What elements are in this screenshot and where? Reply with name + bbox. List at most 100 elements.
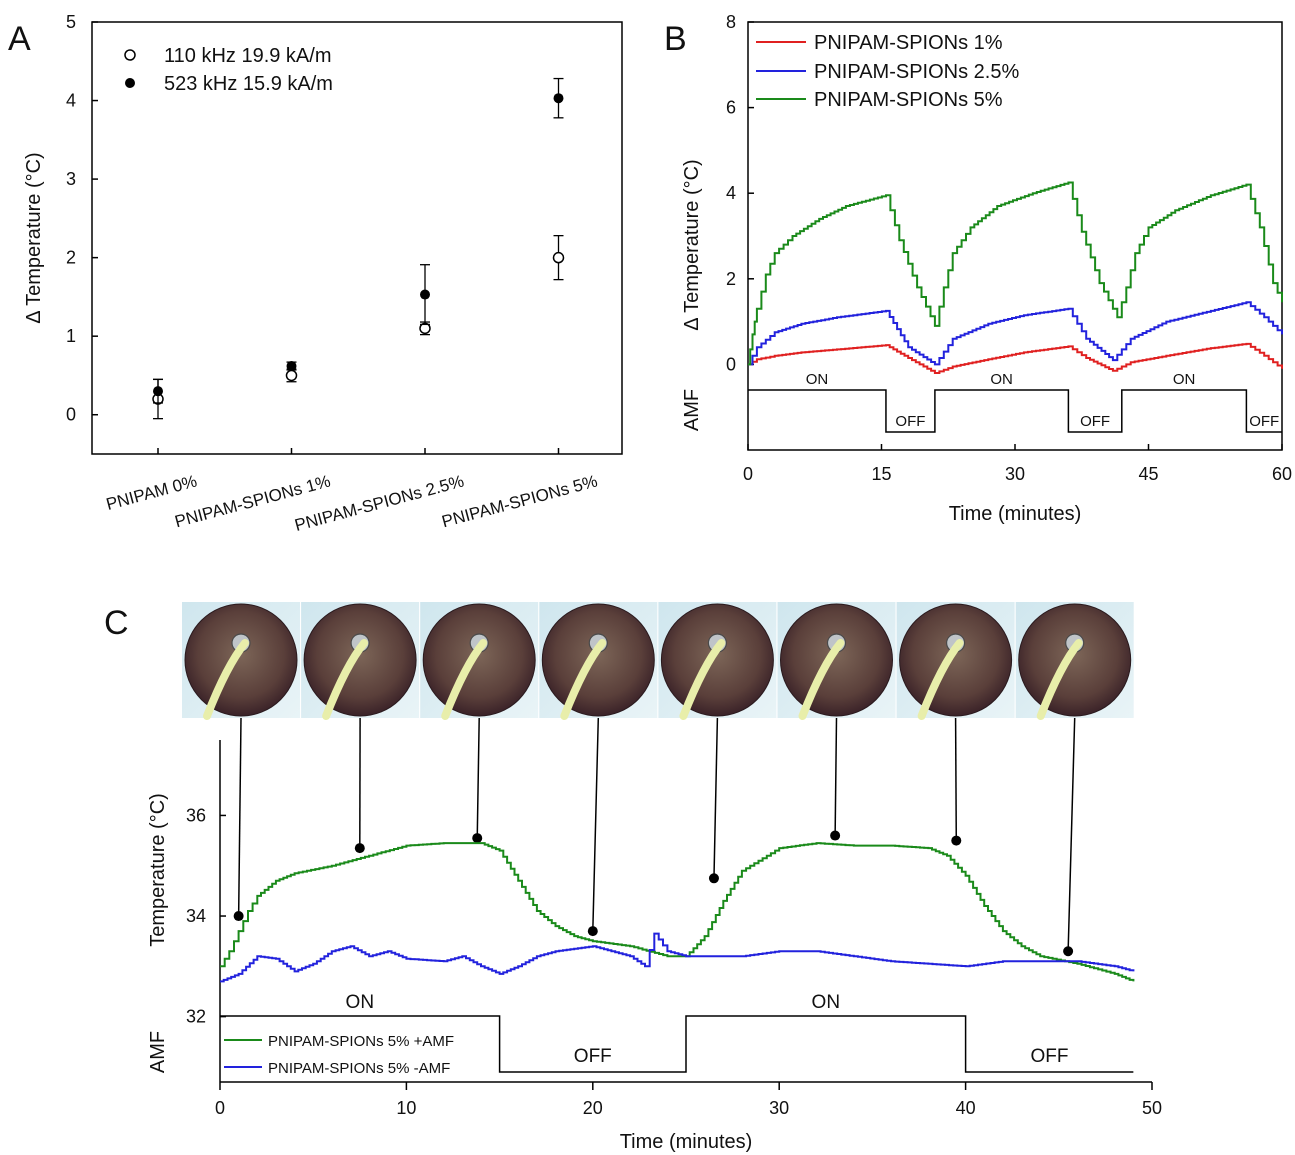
legend-label-minus-amf: PNIPAM-SPIONs 5% -AMF [268, 1060, 450, 1077]
legend-c: PNIPAM-SPIONs 5% +AMF PNIPAM-SPIONs 5% -… [224, 1033, 454, 1077]
x-tick-label-b: 15 [871, 464, 891, 484]
photo-dish [420, 602, 539, 720]
panel-a: 0 1 2 3 4 5 PNIPAM 0%PNIPAM-SPIONs 1%PNIPAM-S… [23, 12, 623, 535]
amf-trace-c: ON OFF ON OFF [220, 992, 1134, 1073]
y-axis-b: 0 2 4 6 8 [726, 12, 754, 374]
data-point-open [552, 251, 565, 264]
x-tick-label-b: 30 [1005, 464, 1025, 484]
x-tick-label-c: 50 [1142, 1098, 1162, 1118]
data-point-filled [153, 386, 163, 397]
series-line-b [748, 301, 1283, 366]
data-point-filled [420, 289, 430, 300]
amf-state-label-c: OFF [1030, 1046, 1068, 1067]
amf-state-label-b: OFF [1080, 413, 1110, 430]
panel-b: 0 2 4 6 8 0 15 30 45 60 ON OFF ON OFF ON OFF Δ Temper… [681, 12, 1292, 525]
photo-dish [301, 602, 420, 720]
photo-connector-line [592, 717, 600, 932]
photo-time-marker [472, 833, 483, 844]
amf-state-label-c: ON [812, 992, 841, 1013]
photo-connector-line [476, 717, 480, 839]
series-line-c [220, 842, 1135, 982]
x-axis-a: PNIPAM 0%PNIPAM-SPIONs 1%PNIPAM-SPIONs 2… [104, 448, 600, 535]
y-tick-label-b: 6 [726, 98, 736, 118]
data-point-filled [553, 93, 564, 104]
amf-step-c [220, 1015, 1134, 1073]
x-tick-label-c: 30 [769, 1098, 789, 1118]
data-points-a [152, 77, 565, 420]
amf-state-label-b: ON [806, 371, 829, 388]
panel-letter-b: B [664, 20, 687, 58]
photo-time-marker [354, 843, 365, 854]
x-axis-c: 0 10 20 30 40 50 [215, 1082, 1162, 1118]
series-line-c [220, 932, 1135, 983]
series-line-b [748, 181, 1283, 366]
photo-dish [777, 602, 896, 720]
amf-state-label-b: ON [990, 371, 1013, 388]
x-tick-label-b: 60 [1272, 464, 1292, 484]
photo-time-marker [233, 911, 244, 922]
y-tick-label-b: 8 [726, 12, 736, 32]
y-tick-label-a: 5 [66, 12, 76, 32]
y-tick-label-a: 4 [66, 91, 76, 111]
amf-label-c: AMF [147, 1031, 169, 1073]
y-axis-a: 0 1 2 3 4 5 [66, 12, 98, 425]
panel-letter-a: A [8, 20, 31, 58]
plot-frame-a [91, 21, 623, 455]
x-tick-label-c: 40 [956, 1098, 976, 1118]
photo-connector-line [1067, 717, 1076, 952]
photo-dish [1015, 602, 1134, 720]
photo-connector-line [713, 717, 719, 879]
x-tick-label-c: 0 [215, 1098, 225, 1118]
legend-label-5pct: PNIPAM-SPIONs 5% [814, 89, 1003, 111]
photo-time-marker [830, 830, 841, 841]
photo-connector-line [954, 717, 958, 841]
x-tick-label-c: 20 [583, 1098, 603, 1118]
amf-trace-b: ON OFF ON OFF ON OFF [748, 371, 1282, 433]
legend-b: PNIPAM-SPIONs 1% PNIPAM-SPIONs 2.5% PNIP… [756, 32, 1019, 111]
photo-dish [896, 602, 1015, 720]
photo-time-marker [587, 926, 598, 937]
photo-time-marker [1063, 946, 1074, 957]
legend-label-2-5pct: PNIPAM-SPIONs 2.5% [814, 61, 1019, 83]
legend-marker-filled-circle [125, 78, 135, 88]
amf-state-label-b: OFF [1249, 413, 1279, 430]
data-lines-c [220, 842, 1135, 983]
legend-label-1pct: PNIPAM-SPIONs 1% [814, 32, 1003, 54]
photo-time-marker [951, 835, 962, 846]
y-tick-label-a: 3 [66, 169, 76, 189]
legend-label-523khz: 523 kHz 15.9 kA/m [164, 73, 333, 95]
photo-dish [658, 602, 777, 720]
data-point-open [285, 369, 298, 382]
photo-strip [182, 602, 1134, 720]
legend-a: 110 kHz 19.9 kA/m 523 kHz 15.9 kA/m [124, 45, 333, 95]
amf-label-b: AMF [681, 389, 703, 431]
y-tick-label-b: 2 [726, 269, 736, 289]
y-tick-label-b: 0 [726, 354, 736, 374]
y-tick-label-c: 32 [186, 1007, 206, 1027]
legend-label-110khz: 110 kHz 19.9 kA/m [164, 45, 331, 67]
x-axis-label-c: Time (minutes) [620, 1131, 753, 1153]
legend-marker-open-circle [124, 49, 136, 61]
x-tick-label-b: 45 [1138, 464, 1158, 484]
y-axis-c: 32 34 36 [186, 805, 226, 1027]
y-tick-label-a: 1 [66, 326, 76, 346]
legend-label-plus-amf: PNIPAM-SPIONs 5% +AMF [268, 1033, 454, 1050]
y-axis-label-c: Temperature (°C) [147, 793, 169, 947]
photo-dish [182, 602, 300, 720]
photo-connectors [233, 717, 1076, 957]
x-category-label-a: PNIPAM-SPIONs 5% [440, 472, 600, 532]
x-category-label-a: PNIPAM 0% [104, 472, 199, 514]
y-tick-label-b: 4 [726, 183, 736, 203]
photo-connector-line [834, 717, 838, 836]
amf-state-label-b: OFF [895, 413, 925, 430]
amf-state-label-b: ON [1173, 371, 1196, 388]
data-lines-b [748, 181, 1283, 374]
amf-state-label-c: ON [346, 992, 375, 1013]
amf-state-label-c: OFF [574, 1046, 612, 1067]
x-tick-label-c: 10 [396, 1098, 416, 1118]
y-tick-label-c: 34 [186, 906, 206, 926]
panel-c: 32 34 36 0 10 20 30 40 50 ON OFF ON OFF Temperatur… [147, 602, 1162, 1153]
x-tick-label-b: 0 [743, 464, 753, 484]
x-axis-label-b: Time (minutes) [949, 503, 1082, 525]
